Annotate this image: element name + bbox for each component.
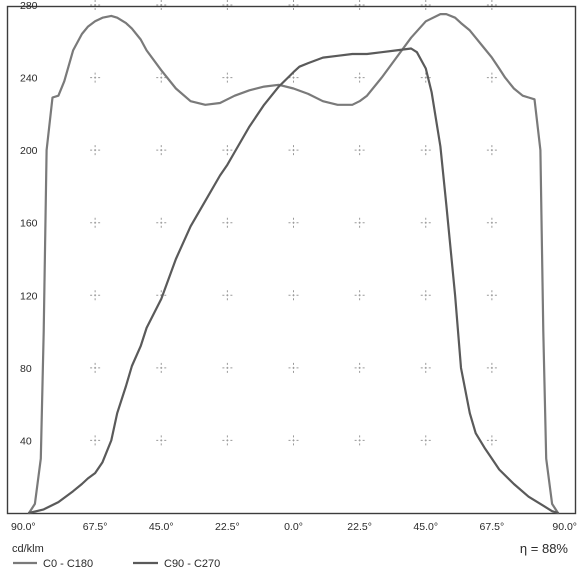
legend-label: C90 - C270 bbox=[164, 558, 220, 570]
y-tick-label: 240 bbox=[20, 73, 38, 85]
x-tick-label: 22.5° bbox=[215, 521, 240, 533]
x-tick-label: 22.5° bbox=[347, 521, 372, 533]
y-tick-label: 200 bbox=[20, 145, 38, 157]
y-tick-labels: 40 80 120 160 200 240 280 bbox=[20, 0, 38, 447]
y-tick-label: 160 bbox=[20, 218, 38, 230]
x-tick-label: 67.5° bbox=[83, 521, 108, 533]
x-tick-label: 0.0° bbox=[284, 521, 303, 533]
series-line-1 bbox=[27, 13, 560, 515]
y-tick-label: 80 bbox=[20, 363, 32, 375]
y-tick-label: 40 bbox=[20, 435, 32, 447]
efficiency-annotation: η = 88% bbox=[520, 541, 569, 556]
x-tick-label: 90.0° bbox=[552, 521, 577, 533]
series-line-2 bbox=[27, 47, 560, 515]
x-tick-label: 45.0° bbox=[149, 521, 174, 533]
y-tick-label: 280 bbox=[20, 0, 38, 12]
plot-frame bbox=[6, 5, 577, 515]
x-tick-labels: 90.0° 67.5° 45.0° 22.5° 0.0° 22.5° 45.0° 67.5° 9… bbox=[11, 521, 577, 533]
x-tick-label: 67.5° bbox=[480, 521, 505, 533]
y-axis-unit-label: cd/klm bbox=[12, 543, 44, 555]
x-tick-label: 90.0° bbox=[11, 521, 36, 533]
legend-label: C0 - C180 bbox=[43, 558, 93, 570]
y-tick-label: 120 bbox=[20, 290, 38, 302]
legend: C0 - C180 C90 - C270 bbox=[13, 558, 220, 570]
x-tick-label: 45.0° bbox=[413, 521, 438, 533]
series-layer bbox=[27, 13, 560, 515]
